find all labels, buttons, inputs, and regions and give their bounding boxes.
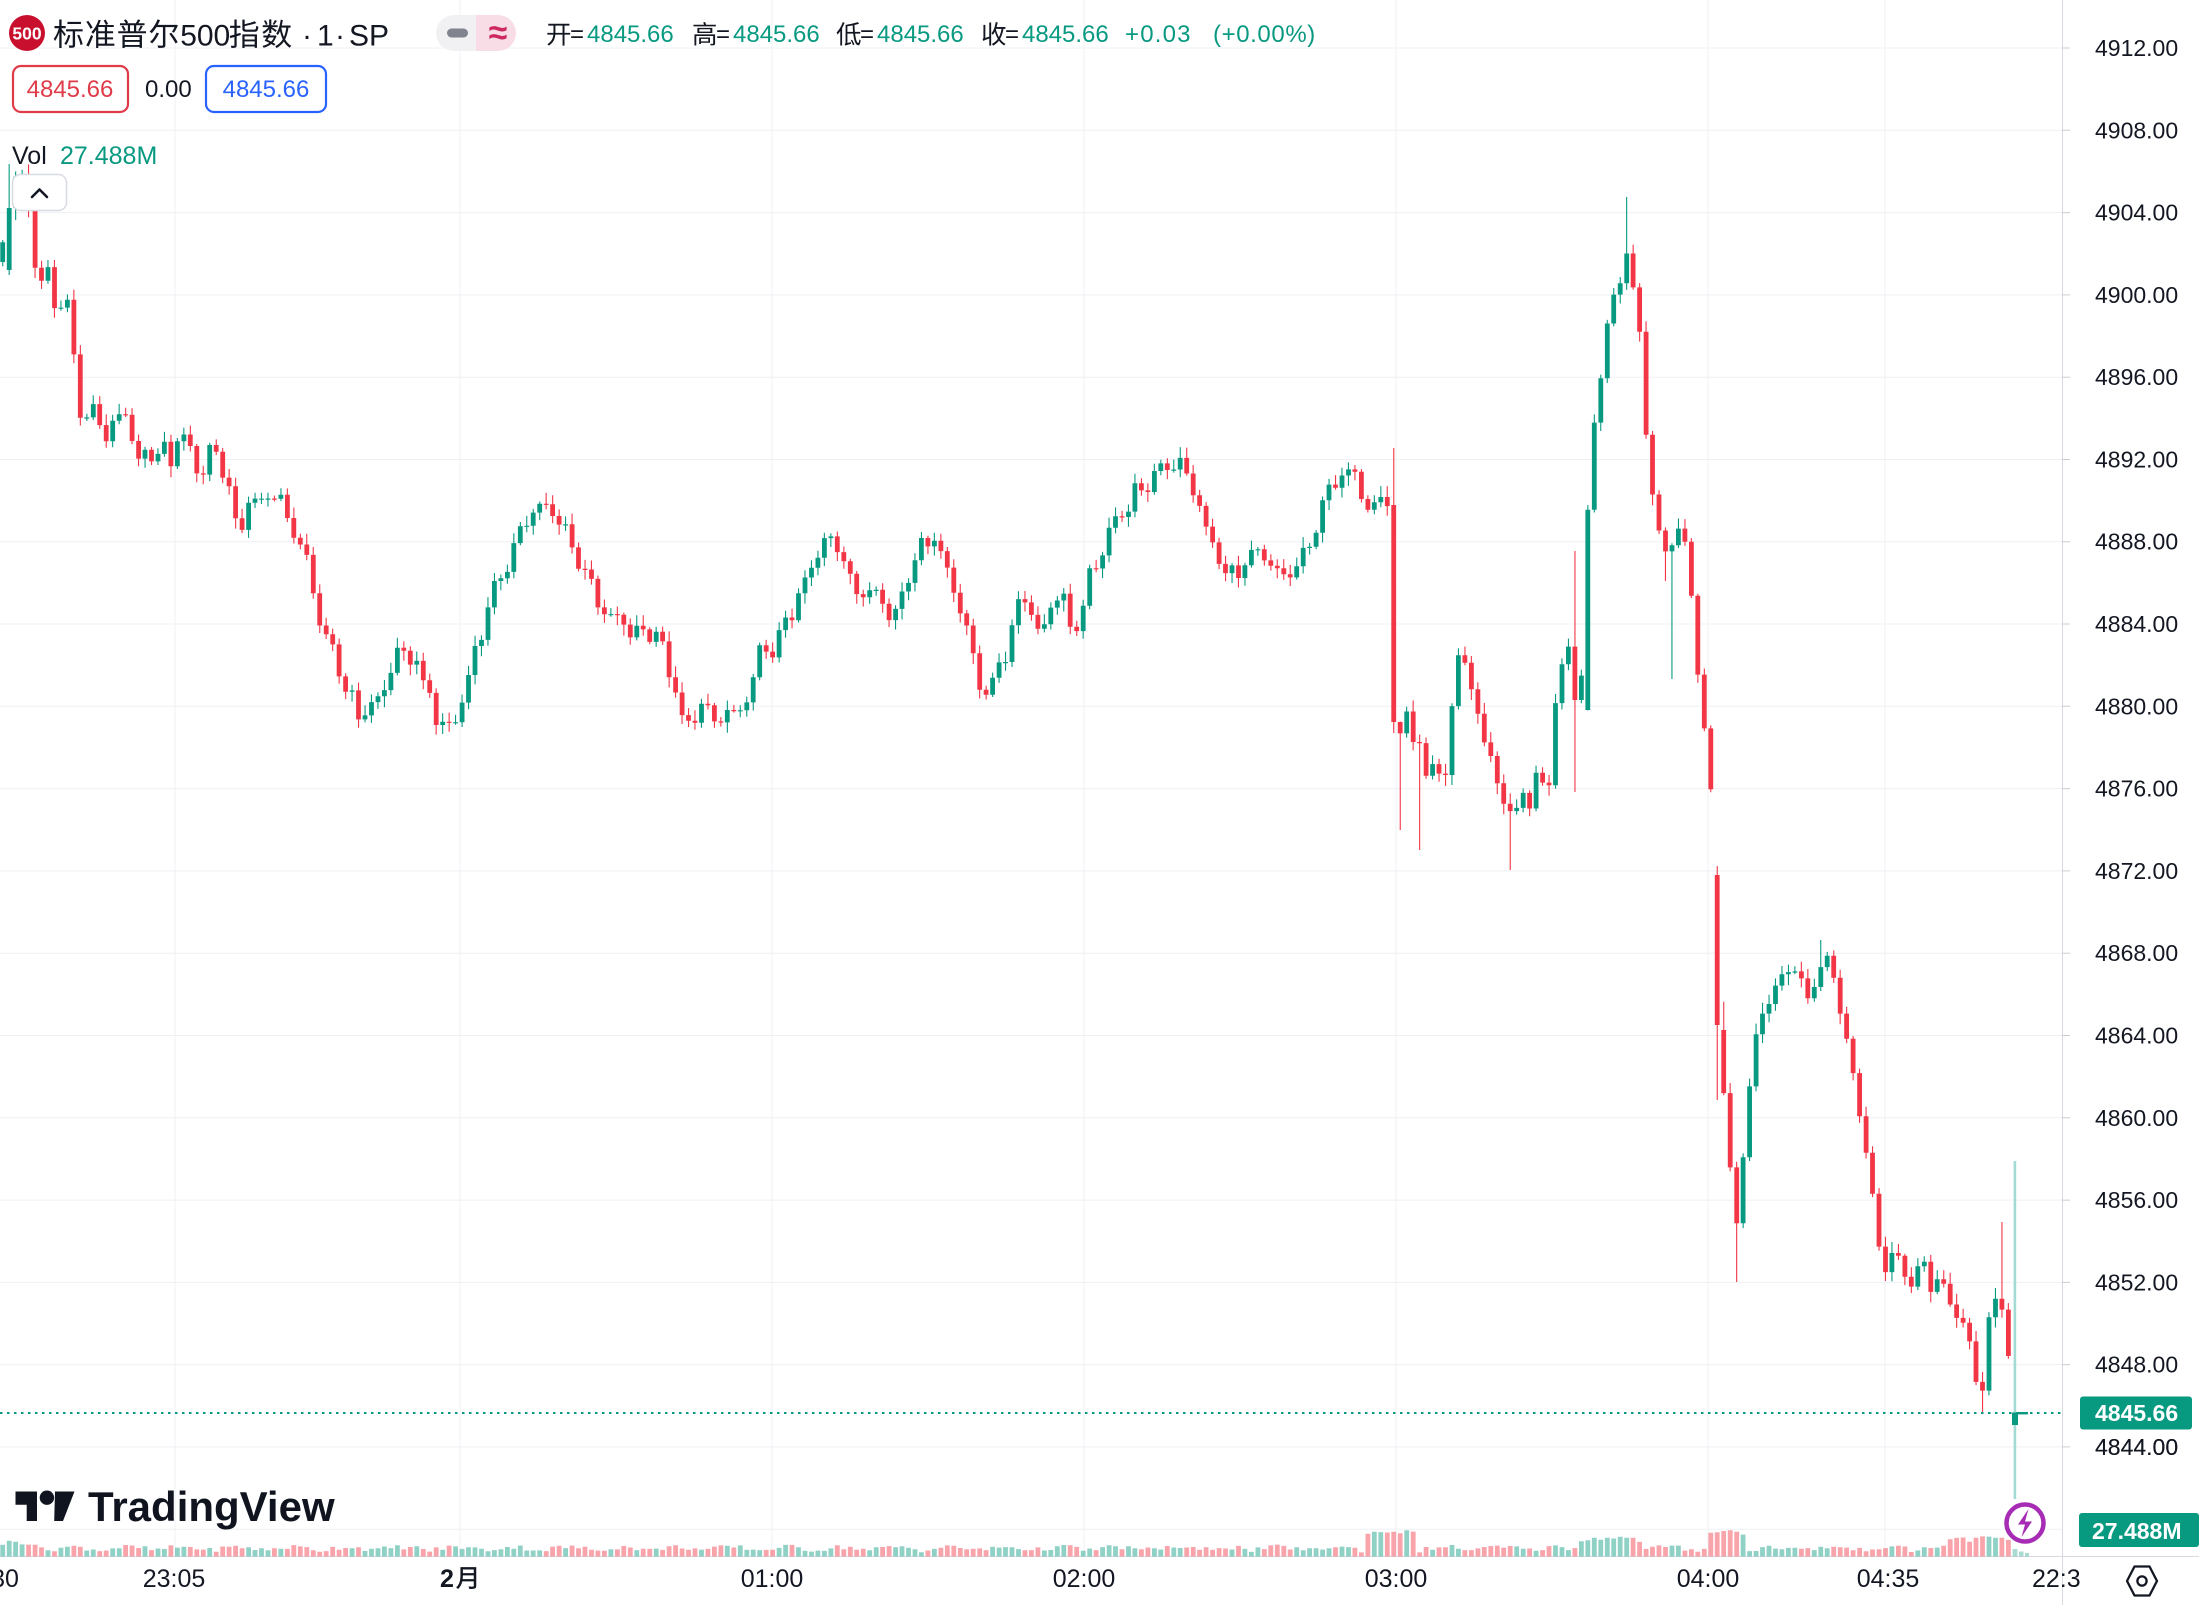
svg-text:4844.00: 4844.00 xyxy=(2095,1434,2178,1460)
svg-text:4912.00: 4912.00 xyxy=(2095,35,2178,61)
svg-text:TradingView: TradingView xyxy=(88,1483,335,1530)
svg-text:04:00: 04:00 xyxy=(1677,1565,1740,1593)
svg-text:1: 1 xyxy=(317,20,334,53)
svg-text:=: = xyxy=(570,21,584,48)
svg-text:500: 500 xyxy=(180,20,230,53)
svg-text:4852.00: 4852.00 xyxy=(2095,1269,2178,1295)
svg-text:=: = xyxy=(860,21,874,48)
svg-text:0.00: 0.00 xyxy=(145,76,192,103)
svg-text:4868.00: 4868.00 xyxy=(2095,940,2178,966)
svg-text:4845.66: 4845.66 xyxy=(2095,1400,2178,1426)
svg-text:4845.66: 4845.66 xyxy=(733,21,820,48)
svg-text:Vol: Vol xyxy=(12,142,47,170)
svg-text:4845.66: 4845.66 xyxy=(587,21,674,48)
svg-text:4900.00: 4900.00 xyxy=(2095,282,2178,308)
svg-text:≈: ≈ xyxy=(489,14,508,52)
svg-text:4892.00: 4892.00 xyxy=(2095,446,2178,472)
svg-text:500: 500 xyxy=(12,24,41,44)
svg-text:4845.66: 4845.66 xyxy=(877,21,964,48)
svg-text:04:35: 04:35 xyxy=(1857,1565,1920,1593)
svg-text:03:00: 03:00 xyxy=(1365,1565,1428,1593)
svg-text:4888.00: 4888.00 xyxy=(2095,529,2178,555)
svg-text:2: 2 xyxy=(440,1565,454,1593)
svg-text:·: · xyxy=(335,20,345,53)
svg-text:4896.00: 4896.00 xyxy=(2095,364,2178,390)
svg-text:4864.00: 4864.00 xyxy=(2095,1022,2178,1048)
svg-text:4880.00: 4880.00 xyxy=(2095,693,2178,719)
svg-text:=: = xyxy=(716,21,730,48)
svg-text:4904.00: 4904.00 xyxy=(2095,200,2178,226)
svg-text:·: · xyxy=(302,20,312,53)
svg-text:4860.00: 4860.00 xyxy=(2095,1105,2178,1131)
svg-text:4856.00: 4856.00 xyxy=(2095,1187,2178,1213)
svg-text:4848.00: 4848.00 xyxy=(2095,1352,2178,1378)
svg-text:4845.66: 4845.66 xyxy=(27,76,114,103)
svg-text:4908.00: 4908.00 xyxy=(2095,117,2178,143)
svg-text:4845.66: 4845.66 xyxy=(223,76,310,103)
svg-text:4884.00: 4884.00 xyxy=(2095,611,2178,637)
svg-text:27.488M: 27.488M xyxy=(2092,1518,2182,1544)
svg-text:4872.00: 4872.00 xyxy=(2095,858,2178,884)
svg-text:4876.00: 4876.00 xyxy=(2095,776,2178,802)
svg-text:01:00: 01:00 xyxy=(741,1565,804,1593)
svg-text:=: = xyxy=(1005,21,1019,48)
svg-text:SP: SP xyxy=(349,20,389,53)
svg-text:22:3: 22:3 xyxy=(2032,1565,2081,1593)
svg-text:27.488M: 27.488M xyxy=(60,142,157,170)
svg-text:30: 30 xyxy=(0,1565,19,1593)
svg-text:23:05: 23:05 xyxy=(143,1565,206,1593)
svg-text:4844.00: 4844.00 xyxy=(2095,1434,2178,1460)
svg-text:02:00: 02:00 xyxy=(1053,1565,1116,1593)
svg-text:(+0.00%): (+0.00%) xyxy=(1213,21,1316,48)
svg-text:4845.66: 4845.66 xyxy=(1022,21,1109,48)
svg-text:+0.03: +0.03 xyxy=(1125,21,1192,48)
